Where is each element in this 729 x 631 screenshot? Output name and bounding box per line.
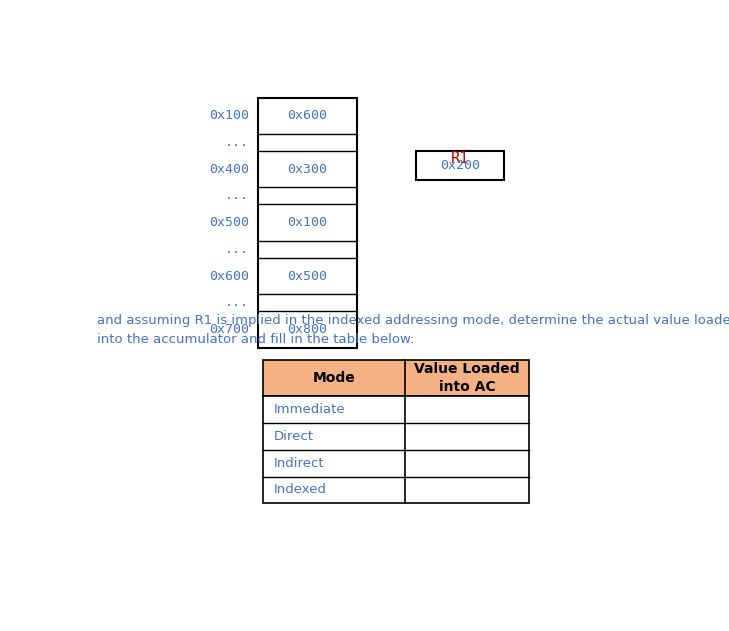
Text: ...: ... [225,243,249,256]
Text: 0x600: 0x600 [287,109,327,122]
Text: ...: ... [225,296,249,309]
Text: Mode: Mode [313,371,356,385]
Text: 0x300: 0x300 [287,163,327,175]
Bar [263,396,529,504]
Text: 0x400: 0x400 [209,163,249,175]
Text: 0x700: 0x700 [209,323,249,336]
Text: 0x100: 0x100 [287,216,327,229]
Text: ...: ... [225,189,249,203]
Text: Direct: Direct [273,430,313,443]
Text: and assuming R1 is implied in the indexed addressing mode, determine the actual : and assuming R1 is implied in the indexe… [97,314,729,346]
Text: Immediate: Immediate [273,403,346,416]
Text: Indirect: Indirect [273,457,324,469]
Text: Indexed: Indexed [273,483,327,497]
Text: ...: ... [225,136,249,149]
Text: 0x500: 0x500 [209,216,249,229]
Bar [416,151,504,180]
Bar [263,360,529,396]
Text: 0x500: 0x500 [287,269,327,283]
Text: 0x800: 0x800 [287,323,327,336]
Text: 0x100: 0x100 [209,109,249,122]
Text: 0x600: 0x600 [209,269,249,283]
Bar [258,98,356,348]
Text: Value Loaded
into AC: Value Loaded into AC [414,362,520,394]
Text: 0x200: 0x200 [440,159,480,172]
Text: R1: R1 [451,151,469,166]
